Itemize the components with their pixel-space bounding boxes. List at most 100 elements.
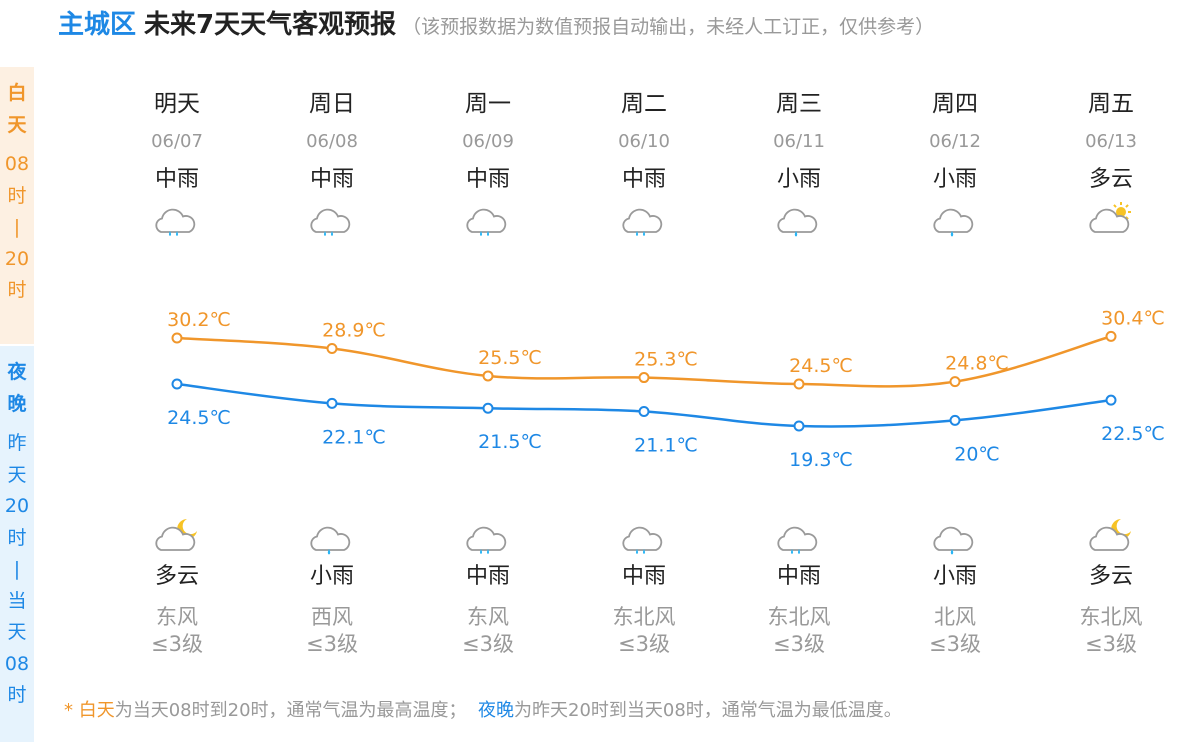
- cloudy-day-icon: [1089, 202, 1131, 233]
- date-label: 06/13: [1085, 131, 1137, 152]
- cloudy-night-icon: [155, 519, 197, 551]
- wind-scale-label: ≤3级: [618, 632, 670, 656]
- night-weather-icon-wrap: [724, 516, 874, 560]
- night-temperature-label: 22.1℃: [322, 426, 386, 448]
- day-weather-icon-wrap: [724, 198, 874, 242]
- night-temperature-line: [176, 382, 1112, 428]
- night-weather-icon-wrap: [257, 516, 407, 560]
- night-temperature-label: 21.5℃: [478, 431, 542, 453]
- moderate-rain-icon: [310, 208, 351, 236]
- day-weather-icon-wrap: [102, 198, 252, 242]
- day-temperature-point: [949, 376, 961, 388]
- day-weather-label: 小雨: [932, 167, 977, 192]
- night-side-label: 夜晚 昨天 20 时 | 当天 08 时: [0, 346, 34, 742]
- page-header: 主城区 未来7天天气客观预报 （该预报数据为数值预报自动输出，未经人工订正，仅供参考…: [58, 4, 934, 44]
- light-rain-icon: [933, 526, 974, 555]
- weekday-label: 周三: [776, 91, 822, 117]
- light-rain-icon: [310, 526, 351, 555]
- wind-scale-label: ≤3级: [929, 632, 981, 656]
- day-temperature-label: 24.8℃: [945, 353, 1009, 375]
- weekday-label: 明天: [154, 91, 200, 117]
- wind-direction-label: 北风: [934, 605, 976, 629]
- day-weather-label: 小雨: [776, 167, 821, 192]
- date-label: 06/11: [773, 131, 825, 152]
- night-weather-label: 中雨: [465, 564, 510, 589]
- night-weather-icon-wrap: [880, 516, 1030, 560]
- night-weather-label: 小雨: [932, 564, 977, 589]
- day-weather-icon-wrap: [1036, 198, 1185, 242]
- weekday-label: 周一: [465, 91, 511, 117]
- wind-scale-label: ≤3级: [1085, 632, 1137, 656]
- night-weather-icon-wrap: [569, 516, 719, 560]
- city-name[interactable]: 主城区: [58, 10, 137, 40]
- day-temperature-label: 30.4℃: [1101, 307, 1165, 329]
- weekday-label: 周二: [621, 91, 667, 117]
- day-temperature-point: [171, 332, 183, 344]
- night-temperature-label: 22.5℃: [1101, 423, 1165, 445]
- page-title: 未来7天天气客观预报: [144, 10, 397, 40]
- day-weather-label: 中雨: [621, 167, 666, 192]
- day-temperature-point: [482, 370, 494, 382]
- day-temperature-point: [326, 342, 338, 354]
- footer-day-word: 白天: [78, 700, 115, 721]
- day-side-label: 白天 08 时 | 20 时: [0, 67, 34, 344]
- night-temperature-label: 24.5℃: [167, 407, 231, 429]
- cloudy-night-icon: [1089, 519, 1131, 551]
- moderate-rain-icon: [466, 526, 507, 554]
- footer-note: * 白天为当天08时到20时，通常气温为最高温度； 夜晚为昨天20时到当天08时…: [64, 700, 902, 721]
- weekday-label: 周四: [932, 91, 978, 117]
- night-weather-icon-wrap: [102, 516, 252, 560]
- wind-scale-label: ≤3级: [306, 632, 358, 656]
- night-weather-label: 小雨: [309, 564, 354, 589]
- night-weather-label: 多云: [1088, 564, 1133, 589]
- moderate-rain-icon: [777, 526, 818, 554]
- wind-direction-label: 东北风: [1079, 605, 1143, 629]
- night-temperature-point: [949, 414, 961, 426]
- night-weather-label: 多云: [154, 564, 199, 589]
- night-weather-icon-wrap: [413, 516, 563, 560]
- night-weather-icon-wrap: [1036, 516, 1185, 560]
- day-weather-icon-wrap: [257, 198, 407, 242]
- date-label: 06/09: [462, 131, 514, 152]
- night-label: 夜晚: [7, 361, 27, 415]
- night-weather-label: 中雨: [621, 564, 666, 589]
- night-temperature-point: [326, 397, 338, 409]
- day-temperature-label: 28.9℃: [322, 319, 386, 341]
- wind-direction-label: 东风: [156, 605, 198, 629]
- day-weather-label: 中雨: [309, 167, 354, 192]
- date-label: 06/07: [151, 131, 203, 152]
- night-temperature-point: [482, 402, 494, 414]
- night-temperature-label: 20℃: [954, 443, 1000, 465]
- day-label: 白天: [7, 82, 27, 136]
- light-rain-icon: [777, 208, 818, 237]
- night-temperature-point: [171, 378, 183, 390]
- night-temperature-label: 19.3℃: [789, 449, 853, 471]
- disclaimer-note: （该预报数据为数值预报自动输出，未经人工订正，仅供参考）: [402, 16, 935, 38]
- day-weather-icon-wrap: [413, 198, 563, 242]
- night-temperature-point: [638, 405, 650, 417]
- night-weather-label: 中雨: [776, 564, 821, 589]
- wind-scale-label: ≤3级: [462, 632, 514, 656]
- night-temperature-label: 21.1℃: [634, 434, 698, 456]
- night-temperature-point: [793, 420, 805, 432]
- day-weather-label: 多云: [1088, 167, 1133, 192]
- light-rain-icon: [933, 208, 974, 237]
- wind-direction-label: 西风: [311, 605, 353, 629]
- footer-night-word: 夜晚: [478, 700, 514, 721]
- moderate-rain-icon: [155, 208, 196, 236]
- day-weather-icon-wrap: [569, 198, 719, 242]
- day-temperature-label: 25.5℃: [478, 347, 542, 369]
- date-label: 06/10: [618, 131, 670, 152]
- wind-direction-label: 东风: [467, 605, 509, 629]
- day-temperature-label: 25.3℃: [634, 349, 698, 371]
- date-label: 06/12: [929, 131, 981, 152]
- night-temperature-point: [1105, 394, 1117, 406]
- wind-scale-label: ≤3级: [151, 632, 203, 656]
- day-time-range: 08 时 | 20 时: [4, 153, 30, 301]
- weekday-label: 周五: [1088, 91, 1134, 117]
- wind-scale-label: ≤3级: [773, 632, 825, 656]
- date-label: 06/08: [306, 131, 358, 152]
- day-temperature-label: 30.2℃: [167, 309, 231, 331]
- moderate-rain-icon: [622, 526, 663, 554]
